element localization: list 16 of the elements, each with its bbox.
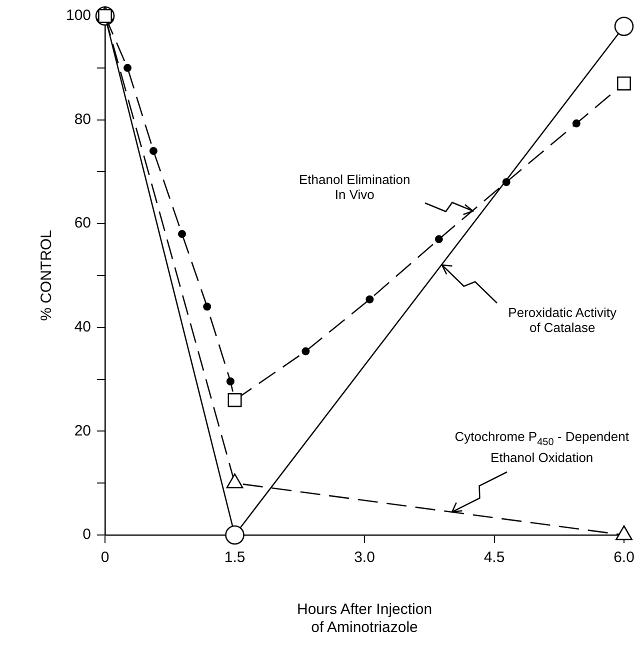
x-tick-label: 0 <box>100 549 110 566</box>
annotation: Ethanol Elimination In Vivo <box>298 172 410 202</box>
y-tick-label: 60 <box>74 214 92 232</box>
y-tick-label: 20 <box>74 422 92 440</box>
y-tick-label: 40 <box>74 318 92 336</box>
x-tick-label: 6.0 <box>614 549 634 566</box>
y-tick-label: 80 <box>74 110 92 128</box>
y-tick-label: 100 <box>66 7 92 24</box>
annotation: Cytochrome P$_{450}$ - Dependent Ethanol Oxidation <box>454 429 629 465</box>
x-tick-label: 3.0 <box>354 549 375 566</box>
x-tick-label: 4.5 <box>484 549 505 566</box>
x-axis-title: Hours After Injection of Aminotriazole <box>296 601 432 636</box>
annotation: Peroxidatic Activity of Catalase <box>508 305 617 336</box>
y-tick-label: 0 <box>82 526 92 544</box>
y-axis-title: % CONTROL <box>38 230 56 321</box>
x-tick-label: 1.5 <box>224 549 246 566</box>
